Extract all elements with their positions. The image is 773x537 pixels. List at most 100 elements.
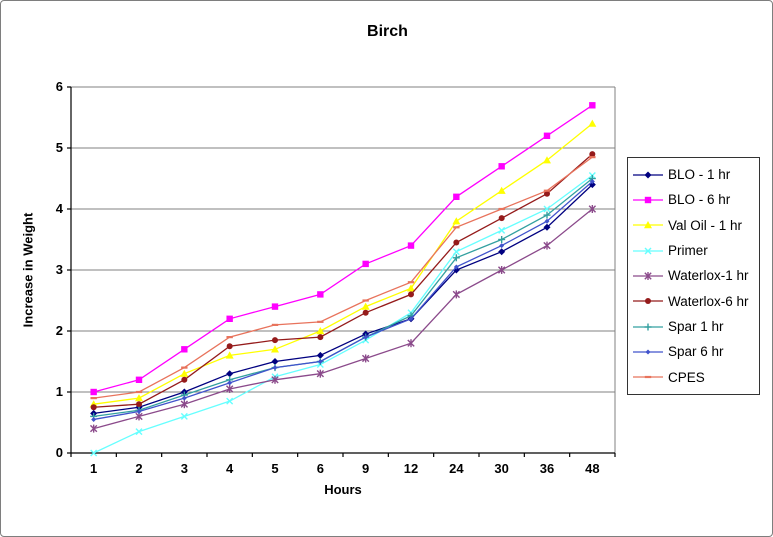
series-val-oil-1-hr [89,119,597,408]
series-marker [181,395,187,401]
series-marker [317,291,324,298]
series-marker [644,171,652,179]
legend-label: CPES [668,369,705,385]
series-line [93,153,593,408]
series-marker [588,119,597,127]
legend-item-waterlox-6-hr: Waterlox-6 hr [633,294,754,309]
series-blo-6-hr [90,102,596,396]
series-cpes [90,156,596,400]
series-marker [498,248,506,256]
series-marker [181,376,188,383]
x-tick-label-3: 3 [180,461,188,476]
series-marker [543,205,551,213]
series-blo-1-hr [90,181,596,417]
series-marker [644,221,652,229]
series-marker [180,369,189,377]
y-tick-label-0: 0 [55,445,63,460]
series-marker [226,397,234,405]
series-marker [271,358,279,365]
waterlox-6-hr-legend-marker-icon [633,298,663,305]
series-marker [317,334,324,341]
y-tick-label-1: 1 [55,384,63,399]
x-tick-label-5: 5 [271,461,279,476]
x-tick-label-24: 24 [449,461,464,476]
legend-label: Waterlox-6 hr [668,293,749,309]
series-marker [135,376,143,383]
series-marker [452,248,460,256]
series-marker [135,428,143,436]
series-marker [497,186,506,194]
primer-legend-marker-icon [633,247,663,255]
series-waterlox-6-hr [90,151,596,411]
x-tick-label-36: 36 [539,461,555,476]
series-waterlox-1-hr [89,205,597,433]
legend-item-spar-6-hr: Spar 6 hr [633,344,754,359]
series-marker [226,315,233,322]
series-marker [317,359,323,364]
series-marker [543,223,551,231]
legend-item-blo-6-hr: BLO - 6 hr [633,192,754,207]
series-line [93,177,593,418]
series-marker [644,247,652,255]
spar-1-hr-legend-marker-icon [633,323,663,331]
y-tick-label-3: 3 [55,262,63,277]
series-marker [407,242,415,249]
series-marker [136,401,142,408]
series-marker [271,303,279,310]
series-marker [316,327,325,335]
legend: BLO - 1 hr BLO - 6 hr Val Oil - 1 hr Primer… [627,157,760,395]
series-marker [181,346,188,353]
series-marker [544,218,550,224]
chart-title: Birch [367,23,408,40]
series-marker [645,298,651,305]
series-marker [498,226,506,234]
waterlox-1-hr-legend-marker-icon [633,271,663,280]
series-marker [135,394,143,402]
x-tick-label-4: 4 [226,461,234,476]
legend-label: Primer [668,243,708,259]
y-tick-label-2: 2 [55,323,63,338]
series-marker [544,190,550,197]
series-line [93,184,593,414]
blo-1-hr-legend-marker-icon [633,171,663,179]
y-tick-label-5: 5 [55,140,63,155]
series-marker [91,416,97,422]
series-marker [225,351,234,359]
series-marker [589,179,595,185]
series-marker [452,217,461,225]
x-axis-title: Hours [324,482,362,497]
series-marker [543,156,551,164]
series-marker [498,163,505,170]
x-tick-label-30: 30 [494,461,509,476]
series-marker [90,404,97,411]
series-marker [644,196,652,204]
x-tick-label-9: 9 [362,461,370,476]
spar-6-hr-legend-marker-icon [633,349,663,355]
series-marker [180,412,188,420]
series-marker [90,449,98,457]
legend-label: Spar 1 hr [668,319,724,335]
series-line [93,123,593,405]
series-line [93,181,593,421]
legend-label: Val Oil - 1 hr [668,217,743,233]
series-line [93,156,593,399]
series-marker [136,409,142,415]
legend-item-cpes: CPES [633,370,754,385]
series-marker [589,151,596,158]
series-marker [453,193,460,200]
legend-item-spar-1-hr: Spar 1 hr [633,319,754,334]
x-tick-label-48: 48 [585,461,600,476]
series-marker [498,215,505,222]
series-marker [543,132,551,139]
y-tick-label-4: 4 [55,201,63,216]
legend-item-val-oil-1-hr: Val Oil - 1 hr [633,218,754,233]
x-tick-label-2: 2 [135,461,143,476]
series-marker [90,388,97,396]
series-marker [408,316,414,322]
series-marker [361,302,370,310]
series-marker [362,260,369,268]
legend-label: Spar 6 hr [668,344,724,360]
series-marker [645,349,651,355]
series-marker [363,334,369,340]
